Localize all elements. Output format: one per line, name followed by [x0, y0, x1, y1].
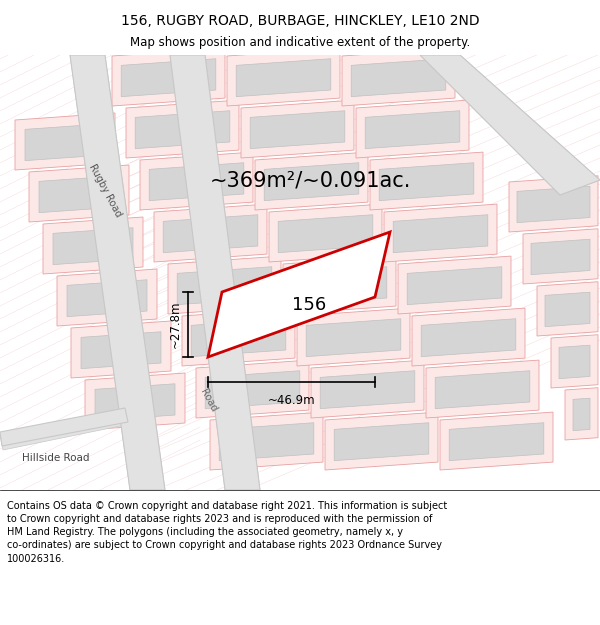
Polygon shape [356, 100, 469, 158]
Polygon shape [426, 360, 539, 418]
Polygon shape [53, 228, 133, 264]
Polygon shape [531, 239, 590, 274]
Polygon shape [449, 422, 544, 461]
Polygon shape [241, 100, 354, 158]
Polygon shape [70, 55, 165, 490]
Text: Map shows position and indicative extent of the property.: Map shows position and indicative extent… [130, 36, 470, 49]
Polygon shape [565, 388, 598, 440]
Polygon shape [325, 412, 438, 470]
Text: ~27.8m: ~27.8m [169, 301, 182, 348]
Polygon shape [112, 48, 225, 106]
Polygon shape [81, 332, 161, 369]
Text: Road: Road [198, 387, 218, 413]
Polygon shape [517, 186, 590, 222]
Polygon shape [67, 280, 147, 317]
Polygon shape [440, 412, 553, 470]
Polygon shape [0, 408, 128, 446]
Polygon shape [227, 48, 340, 106]
Polygon shape [435, 371, 530, 409]
Polygon shape [39, 176, 119, 213]
Polygon shape [25, 124, 105, 161]
Polygon shape [334, 422, 429, 461]
Text: ~46.9m: ~46.9m [268, 394, 316, 407]
Polygon shape [250, 111, 345, 149]
Polygon shape [0, 410, 125, 450]
Polygon shape [205, 371, 300, 409]
Polygon shape [393, 215, 488, 252]
Text: ~369m²/~0.091ac.: ~369m²/~0.091ac. [209, 170, 410, 190]
Polygon shape [509, 176, 598, 232]
Polygon shape [297, 308, 410, 366]
Polygon shape [191, 319, 286, 357]
Polygon shape [311, 360, 424, 418]
Polygon shape [379, 162, 474, 201]
Polygon shape [292, 267, 387, 304]
Polygon shape [283, 256, 396, 314]
Polygon shape [269, 204, 382, 262]
Polygon shape [420, 55, 600, 195]
Polygon shape [168, 256, 281, 314]
Text: 156: 156 [292, 296, 326, 314]
Polygon shape [154, 204, 267, 262]
Polygon shape [219, 422, 314, 461]
Polygon shape [85, 373, 185, 430]
Polygon shape [210, 412, 323, 470]
Polygon shape [236, 59, 331, 97]
Polygon shape [70, 55, 165, 490]
Polygon shape [370, 152, 483, 210]
Polygon shape [523, 229, 598, 284]
Polygon shape [182, 308, 295, 366]
Polygon shape [537, 282, 598, 336]
Polygon shape [57, 269, 157, 326]
Polygon shape [420, 55, 600, 195]
Text: Rugby Road: Rugby Road [87, 162, 123, 218]
Polygon shape [121, 59, 216, 97]
Polygon shape [407, 267, 502, 304]
Text: Hillside Road: Hillside Road [22, 453, 89, 463]
Polygon shape [196, 360, 309, 418]
Polygon shape [559, 345, 590, 379]
Polygon shape [71, 321, 171, 378]
Polygon shape [126, 100, 239, 158]
Polygon shape [208, 232, 390, 357]
Polygon shape [255, 152, 368, 210]
Polygon shape [29, 165, 129, 222]
Polygon shape [412, 308, 525, 366]
Polygon shape [398, 256, 511, 314]
Polygon shape [342, 48, 455, 106]
Polygon shape [149, 162, 244, 201]
Polygon shape [15, 113, 115, 170]
Text: Contains OS data © Crown copyright and database right 2021. This information is : Contains OS data © Crown copyright and d… [7, 501, 448, 564]
Polygon shape [306, 319, 401, 357]
Polygon shape [170, 55, 260, 490]
Polygon shape [163, 215, 258, 252]
Polygon shape [170, 55, 260, 490]
Text: 156, RUGBY ROAD, BURBAGE, HINCKLEY, LE10 2ND: 156, RUGBY ROAD, BURBAGE, HINCKLEY, LE10… [121, 14, 479, 28]
Polygon shape [135, 111, 230, 149]
Polygon shape [278, 215, 373, 252]
Polygon shape [140, 152, 253, 210]
Polygon shape [573, 398, 590, 431]
Polygon shape [551, 335, 598, 388]
Polygon shape [545, 292, 590, 327]
Polygon shape [365, 111, 460, 149]
Polygon shape [384, 204, 497, 262]
Polygon shape [351, 59, 446, 97]
Polygon shape [264, 162, 359, 201]
Polygon shape [43, 217, 143, 274]
Polygon shape [177, 267, 272, 304]
Polygon shape [95, 384, 175, 421]
Polygon shape [421, 319, 516, 357]
Polygon shape [320, 371, 415, 409]
